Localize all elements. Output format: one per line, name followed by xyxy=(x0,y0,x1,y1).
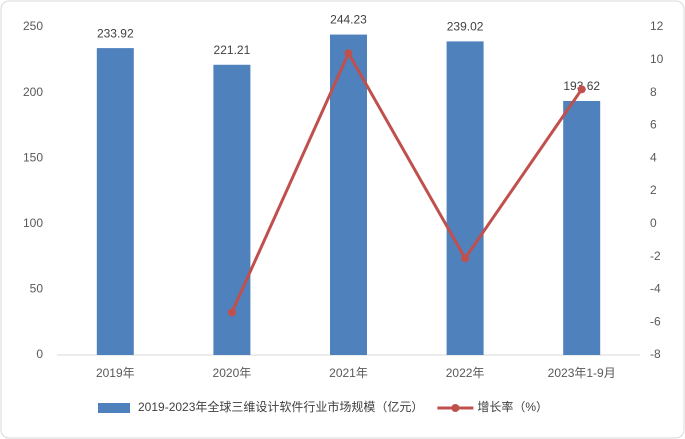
line-point xyxy=(227,308,236,317)
legend-label: 2019-2023年全球三维设计软件行业市场规模（亿元） xyxy=(138,399,423,414)
y2-tick-label: 12 xyxy=(650,19,664,33)
y-tick-label: 150 xyxy=(23,150,43,164)
line-point xyxy=(461,254,470,263)
x-tick-label: 2020年 xyxy=(213,366,252,380)
line-point xyxy=(344,49,353,58)
y-tick-label: 250 xyxy=(23,19,43,33)
legend-marker xyxy=(451,404,460,412)
bar-value-label: 244.23 xyxy=(330,13,367,27)
y2-tick-label: -8 xyxy=(650,347,661,361)
bar xyxy=(330,34,367,355)
x-tick-label: 2023年1-9月 xyxy=(548,366,616,380)
y2-tick-label: 4 xyxy=(650,150,657,164)
bar xyxy=(446,41,484,355)
bar xyxy=(96,48,134,356)
y2-tick-label: -4 xyxy=(650,282,661,296)
line-point xyxy=(577,85,586,94)
x-tick-label: 2019年 xyxy=(96,366,135,380)
legend-label: 增长率（%） xyxy=(477,399,548,414)
bar xyxy=(563,100,601,356)
legend-swatch xyxy=(98,403,130,413)
y-tick-label: 50 xyxy=(30,282,44,296)
x-tick-label: 2022年 xyxy=(446,366,485,380)
y-tick-label: 0 xyxy=(36,347,43,361)
x-tick-label: 2021年 xyxy=(329,366,368,380)
bar-value-label: 233.92 xyxy=(97,26,134,40)
y2-tick-label: -2 xyxy=(650,249,661,263)
y-tick-label: 100 xyxy=(23,216,43,230)
bar-value-label: 221.21 xyxy=(214,43,251,57)
y2-tick-label: 6 xyxy=(650,118,657,132)
y2-tick-label: 10 xyxy=(650,52,664,66)
y2-tick-label: 8 xyxy=(650,85,657,99)
y2-tick-label: 2 xyxy=(650,183,657,197)
bar-value-label: 239.02 xyxy=(447,20,484,34)
bar xyxy=(213,64,251,356)
line xyxy=(230,49,583,313)
y2-tick-label: 0 xyxy=(650,216,657,230)
y-tick-label: 200 xyxy=(23,85,43,99)
y2-tick-label: -6 xyxy=(650,314,661,328)
